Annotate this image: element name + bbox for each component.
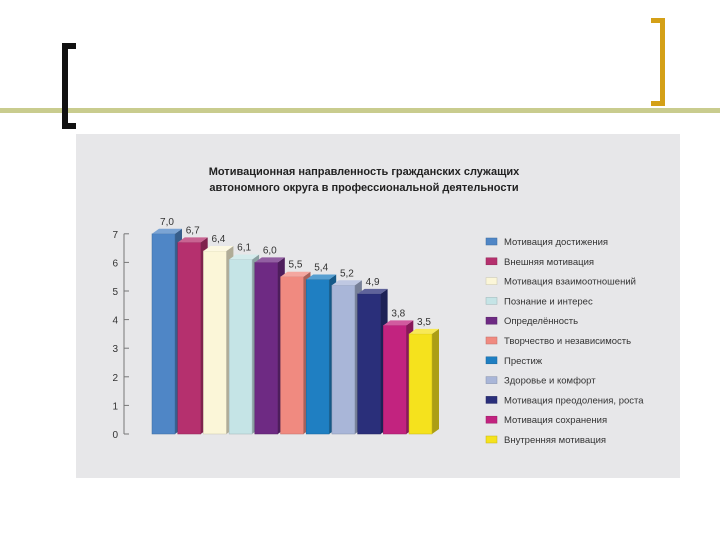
bar-top bbox=[229, 254, 260, 260]
bar-value-label: 6,1 bbox=[237, 243, 251, 254]
legend-item: Престиж bbox=[485, 356, 543, 367]
bar-side bbox=[432, 328, 439, 434]
right-bracket-decoration bbox=[651, 18, 665, 106]
bar-top bbox=[383, 320, 414, 326]
bar-front bbox=[203, 250, 227, 435]
bar-11 bbox=[408, 328, 439, 435]
bar-front bbox=[357, 293, 381, 435]
bar-front bbox=[383, 325, 407, 435]
bar-value-label: 5,5 bbox=[289, 260, 303, 271]
legend-swatch bbox=[485, 237, 498, 246]
bar-top bbox=[177, 237, 208, 243]
bar-value-label: 5,4 bbox=[314, 263, 328, 274]
slide-rule-line bbox=[0, 108, 720, 113]
bar-front bbox=[408, 333, 433, 435]
bar-top bbox=[280, 271, 311, 277]
bar-value-label: 5,2 bbox=[340, 268, 354, 279]
legend-swatch bbox=[485, 316, 498, 325]
legend-swatch bbox=[485, 257, 498, 266]
bar-front bbox=[177, 242, 201, 435]
legend-item: Здоровье и комфорт bbox=[485, 376, 596, 387]
bar-value-label: 6,7 bbox=[186, 225, 200, 236]
legend-swatch bbox=[485, 396, 498, 404]
bar-top bbox=[357, 288, 388, 294]
legend-label: Познание и интерес bbox=[504, 296, 593, 307]
y-tick-label: 3 bbox=[112, 344, 118, 355]
legend-label: Творчество и независимость bbox=[504, 336, 631, 347]
legend-label: Мотивация преодоления, роста bbox=[504, 395, 644, 406]
bar-front bbox=[305, 279, 330, 435]
bar-top bbox=[331, 280, 362, 286]
legend-label: Определённость bbox=[504, 316, 578, 327]
legend-label: Престиж bbox=[504, 356, 543, 367]
y-tick-label: 1 bbox=[112, 401, 118, 412]
legend-swatch bbox=[485, 277, 498, 285]
y-tick-label: 4 bbox=[112, 316, 118, 327]
bar-front bbox=[331, 285, 356, 435]
legend-swatch bbox=[485, 415, 498, 424]
bar-value-label: 7,0 bbox=[160, 217, 174, 228]
legend-swatch bbox=[485, 376, 498, 384]
bar-front bbox=[254, 262, 279, 435]
chart-title-line-2: автономного округа в профессиональной де… bbox=[209, 182, 518, 194]
y-tick-label: 6 bbox=[112, 258, 118, 269]
legend-swatch bbox=[485, 336, 498, 345]
y-tick-label: 5 bbox=[112, 287, 118, 298]
legend-swatch bbox=[485, 435, 498, 444]
bar-top bbox=[306, 274, 337, 280]
legend-item: Познание и интерес bbox=[485, 296, 593, 307]
legend-item: Внутренняя мотивация bbox=[485, 435, 606, 446]
legend-item: Определённость bbox=[485, 316, 578, 327]
bar-value-label: 6,4 bbox=[211, 234, 225, 245]
y-tick-label: 2 bbox=[112, 373, 118, 384]
legend-item: Внешняя мотивация bbox=[485, 257, 594, 268]
legend-label: Внешняя мотивация bbox=[504, 257, 594, 268]
bar-front bbox=[228, 259, 253, 435]
bar-value-label: 3,5 bbox=[417, 317, 431, 328]
legend-swatch bbox=[485, 356, 498, 365]
legend-label: Внутренняя мотивация bbox=[504, 435, 606, 446]
bar-front bbox=[151, 233, 176, 435]
chart-panel: Мотивационная направленность гражданских… bbox=[76, 134, 680, 478]
legend-item: Творчество и независимость bbox=[485, 336, 631, 347]
y-tick-label: 0 bbox=[112, 430, 118, 441]
bar-front bbox=[280, 276, 304, 435]
chart-title-line-1: Мотивационная направленность гражданских… bbox=[209, 166, 520, 178]
legend-label: Мотивация сохранения bbox=[504, 415, 607, 426]
legend-label: Мотивация достижения bbox=[504, 237, 608, 248]
legend-item: Мотивация взаимоотношений bbox=[485, 277, 636, 288]
y-tick-label: 7 bbox=[112, 230, 118, 241]
legend-label: Здоровье и комфорт bbox=[504, 376, 596, 387]
bar-chart: Мотивационная направленность гражданских… bbox=[112, 166, 644, 446]
bar-value-label: 4,9 bbox=[366, 277, 380, 288]
bar-value-label: 3,8 bbox=[391, 308, 405, 319]
legend-item: Мотивация сохранения bbox=[485, 415, 607, 426]
legend-item: Мотивация преодоления, роста bbox=[485, 395, 644, 406]
bar-top bbox=[254, 257, 285, 263]
bar-value-label: 6,0 bbox=[263, 245, 277, 256]
legend-swatch bbox=[485, 297, 498, 305]
bar-top bbox=[203, 245, 234, 251]
bar-top bbox=[409, 328, 439, 334]
left-bracket-decoration bbox=[62, 43, 76, 129]
legend-label: Мотивация взаимоотношений bbox=[504, 277, 636, 288]
legend-item: Мотивация достижения bbox=[485, 237, 608, 248]
bar-top bbox=[152, 228, 182, 234]
